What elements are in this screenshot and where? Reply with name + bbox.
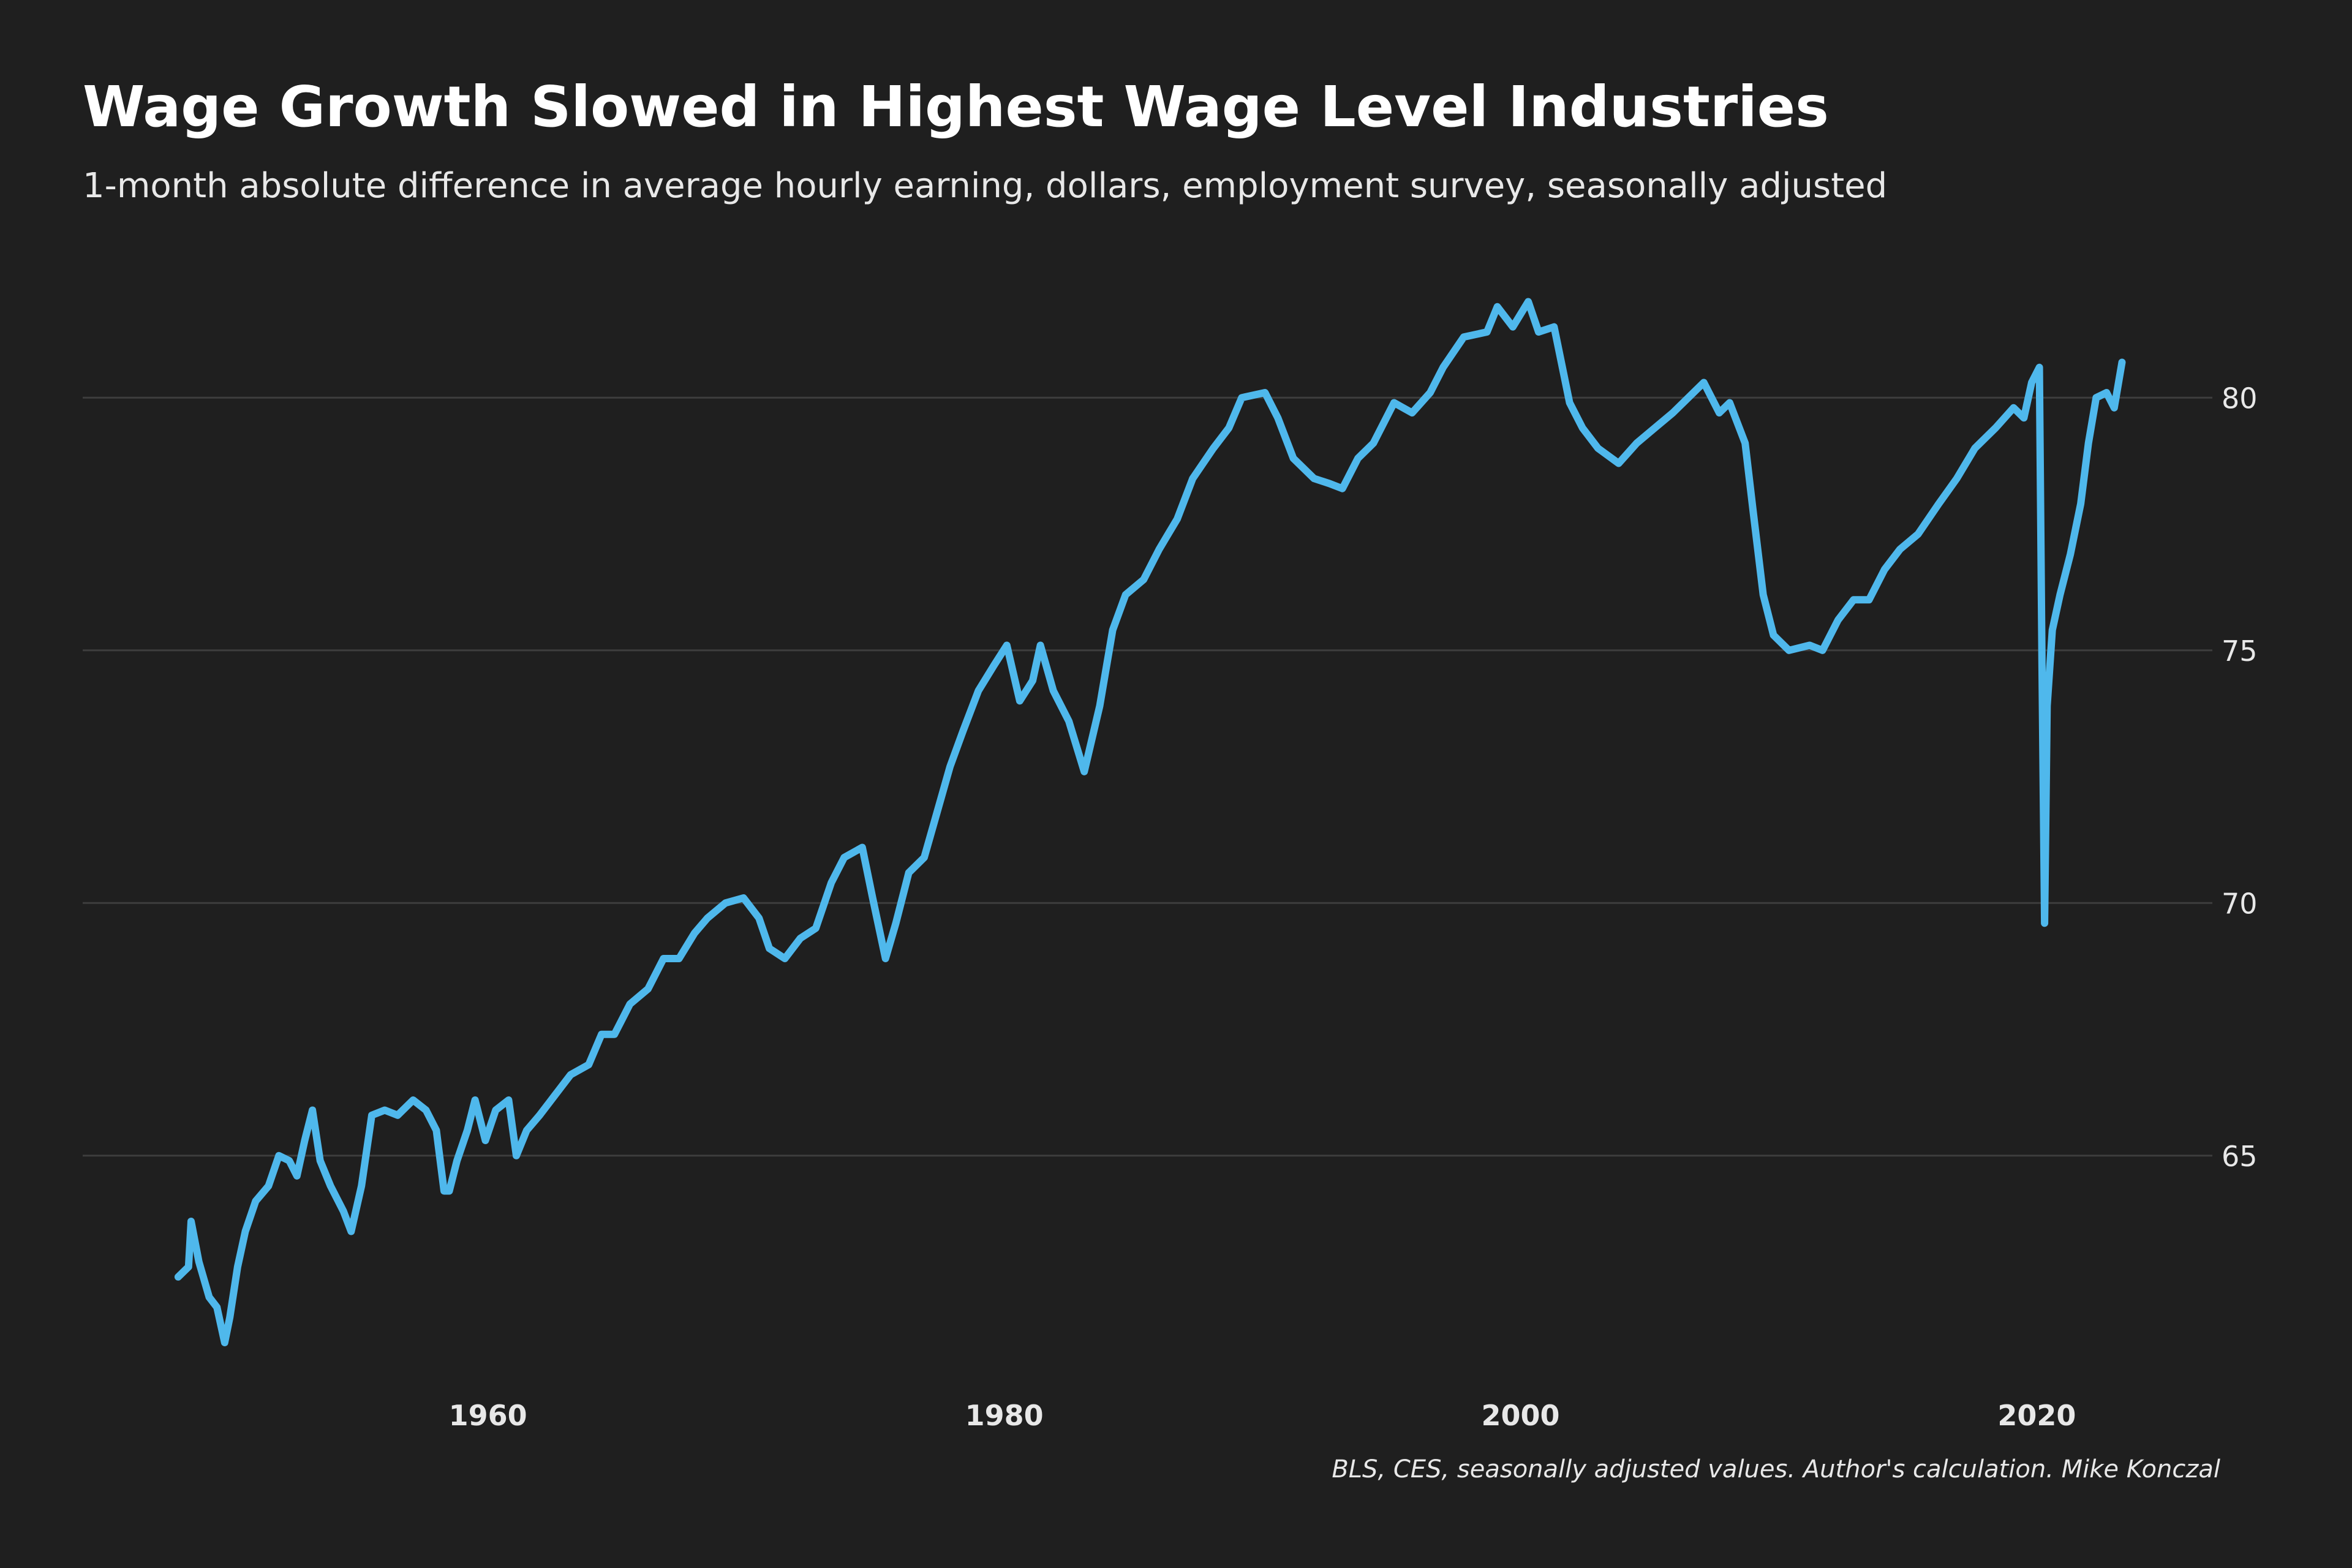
y-tick-label: 65	[2222, 1140, 2258, 1173]
y-tick-label: 75	[2222, 635, 2258, 668]
source-note: BLS, CES, seasonally adjusted values. Au…	[1332, 1455, 2220, 1483]
grid: 65 70 75 80 1960 1980 2000 2020	[83, 382, 2258, 1432]
plot	[174, 298, 2126, 1346]
x-tick-label: 2000	[1481, 1399, 1559, 1432]
chart-title: Wage Growth Slowed in Highest Wage Level…	[83, 74, 1829, 140]
data-line	[174, 298, 2126, 1346]
y-tick-label: 80	[2222, 382, 2258, 415]
x-tick-label: 1960	[449, 1399, 527, 1432]
y-tick-label: 70	[2222, 887, 2258, 920]
chart-subtitle: 1-month absolute difference in average h…	[83, 166, 1887, 206]
x-tick-label: 2020	[1997, 1399, 2076, 1432]
x-tick-label: 1980	[965, 1399, 1044, 1432]
